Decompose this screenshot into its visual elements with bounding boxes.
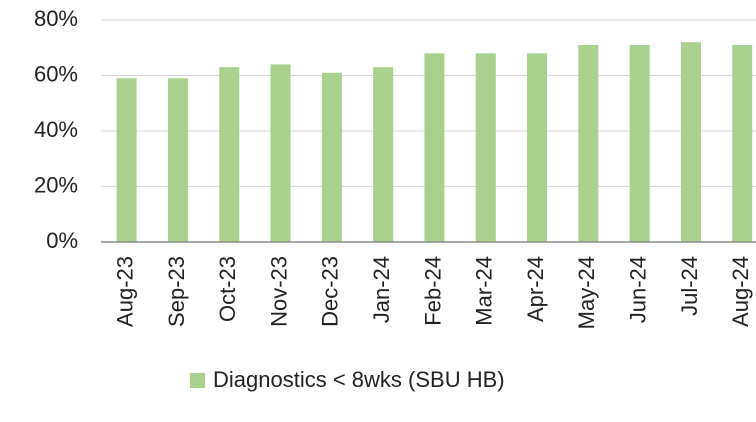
- x-tick-label: Aug-23: [112, 256, 137, 327]
- bar: [270, 64, 291, 243]
- bar: [578, 44, 599, 242]
- bar: [219, 67, 240, 242]
- y-tick-label: 60%: [34, 61, 78, 86]
- y-tick-label: 20%: [34, 172, 78, 197]
- x-tick-label: Jan-24: [369, 256, 394, 323]
- x-tick-label: Jul-24: [677, 256, 702, 316]
- bar: [680, 42, 701, 243]
- y-tick-label: 80%: [34, 6, 78, 31]
- legend-label: Diagnostics < 8wks (SBU HB): [213, 367, 505, 392]
- x-tick-label: Oct-23: [215, 256, 240, 322]
- x-tick-label: Sep-23: [164, 256, 189, 327]
- bar: [116, 78, 137, 243]
- x-tick-label: Nov-23: [266, 256, 291, 327]
- x-tick-label: Apr-24: [523, 256, 548, 322]
- y-tick-label: 0%: [46, 228, 78, 253]
- bar: [167, 78, 188, 243]
- x-tick-label: Aug-24: [728, 256, 753, 327]
- bar: [629, 44, 650, 242]
- bar: [527, 53, 548, 242]
- bar: [475, 53, 496, 242]
- y-tick-label: 40%: [34, 117, 78, 142]
- bar: [424, 53, 445, 242]
- bar: [732, 44, 753, 242]
- bar: [321, 72, 342, 242]
- x-tick-label: Jun-24: [625, 256, 650, 323]
- x-tick-label: Mar-24: [472, 256, 497, 326]
- x-tick-label: Feb-24: [420, 256, 445, 326]
- legend-swatch: [190, 373, 205, 388]
- x-tick-label: May-24: [574, 256, 599, 329]
- bar: [373, 67, 394, 242]
- x-tick-label: Dec-23: [318, 256, 343, 327]
